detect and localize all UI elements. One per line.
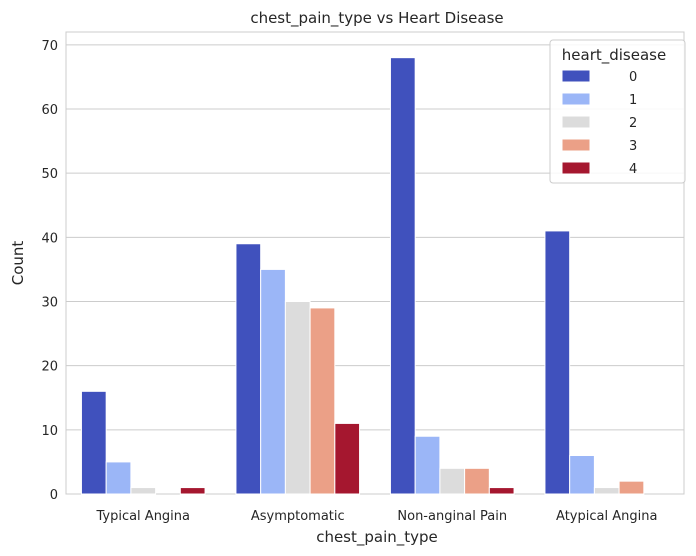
bar-3-series-1 [414,435,441,495]
y-axis-label: Count [9,241,27,286]
y-tick-label: 0 [50,488,58,503]
bar-2-series-1 [260,268,286,495]
bar-3-series-0 [389,57,416,495]
legend-label: 1 [629,93,637,108]
legend-swatch-2 [561,115,591,129]
bars [80,57,645,495]
y-tick-label: 50 [41,167,58,182]
legend-label: 0 [629,70,637,85]
chart-title: chest_pain_type vs Heart Disease [250,9,503,28]
legend-swatch-0 [561,69,591,83]
legend-swatch-1 [561,92,591,106]
x-tick-label: Atypical Angina [556,509,657,524]
y-tick-label: 10 [41,424,58,439]
bar-2-series-3 [309,307,336,495]
legend-swatch-3 [561,138,591,152]
bar-4-series-1 [569,455,595,495]
x-axis-label: chest_pain_type [316,528,438,547]
bar-4-series-0 [544,230,571,495]
bar-4-series-2 [593,487,620,495]
legend: heart_disease 0 1 2 3 4 [549,39,686,184]
legend-label: 2 [629,116,637,131]
y-tick-label: 20 [41,360,58,375]
y-tick-label: 40 [41,231,58,246]
bar-1-series-1 [105,461,132,495]
x-tick-label: Typical Angina [95,509,190,524]
x-tick-label: Asymptomatic [251,509,345,524]
bar-2-series-2 [284,301,311,495]
legend-label: 4 [629,162,637,177]
bar-3-series-4 [488,487,515,495]
legend-title: heart_disease [562,46,666,65]
x-tick-labels: Typical Angina Asymptomatic Non-anginal Pa… [95,509,657,524]
x-tick-label: Non-anginal Pain [397,509,507,524]
bar-2-series-4 [334,422,361,495]
bar-1-series-2 [130,487,157,495]
y-tick-label: 70 [41,39,58,54]
bar-1-series-0 [80,390,107,495]
bar-3-series-2 [439,467,466,495]
y-tick-label: 60 [41,103,58,118]
bar-3-series-3 [464,467,490,495]
bar-4-series-3 [618,480,645,495]
bar-1-series-4 [179,487,206,495]
bar-2-series-0 [235,243,262,495]
legend-label: 3 [629,139,637,154]
y-tick-label: 30 [41,296,58,311]
legend-swatch-4 [561,161,591,175]
y-tick-labels: 0 10 20 30 40 50 60 70 [41,39,58,503]
